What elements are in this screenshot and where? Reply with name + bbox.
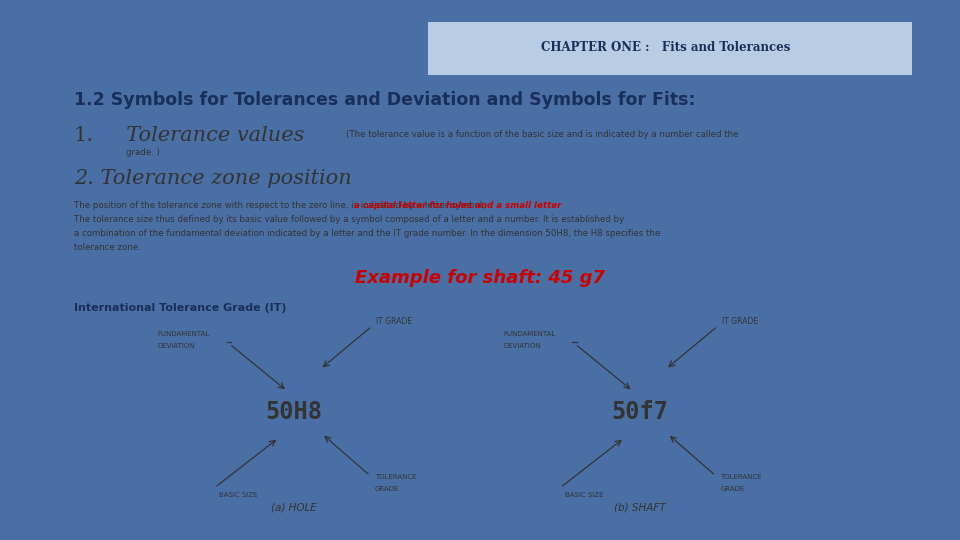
Text: 2. Tolerance zone position: 2. Tolerance zone position	[74, 170, 351, 188]
Text: BASIC SIZE: BASIC SIZE	[219, 492, 257, 498]
Text: FUNDAMENTAL: FUNDAMENTAL	[157, 331, 210, 337]
Text: DEVIATION: DEVIATION	[157, 343, 195, 349]
Text: International Tolerance Grade (IT): International Tolerance Grade (IT)	[74, 303, 286, 313]
Text: 1.: 1.	[74, 126, 94, 145]
Text: Example for shaft: 45 g7: Example for shaft: 45 g7	[355, 269, 605, 287]
Text: TOLERANCE: TOLERANCE	[374, 475, 416, 481]
Text: IT GRADE: IT GRADE	[376, 316, 413, 326]
Text: (The tolerance value is a function of the basic size and is indicated by a numbe: (The tolerance value is a function of th…	[347, 130, 738, 139]
FancyBboxPatch shape	[428, 22, 912, 75]
Text: 1.2 Symbols for Tolerances and Deviation and Symbols for Fits:: 1.2 Symbols for Tolerances and Deviation…	[74, 91, 696, 109]
Text: The position of the tolerance zone with respect to the zero line, is indicated b: The position of the tolerance zone with …	[74, 201, 488, 210]
Text: tolerance zone.: tolerance zone.	[74, 244, 141, 253]
Text: CHAPTER ONE :   Fits and Tolerances: CHAPTER ONE : Fits and Tolerances	[541, 42, 790, 55]
Text: grade. ): grade. )	[126, 147, 159, 157]
Text: Tolerance values: Tolerance values	[113, 126, 304, 145]
Text: (a) HOLE: (a) HOLE	[272, 503, 317, 513]
Text: 50f7: 50f7	[612, 401, 668, 424]
Text: a capital letter for holes and a small letter: a capital letter for holes and a small l…	[354, 201, 562, 210]
Text: BASIC SIZE: BASIC SIZE	[564, 492, 603, 498]
Text: 50H8: 50H8	[266, 401, 323, 424]
Text: GRADE: GRADE	[720, 485, 744, 491]
Text: IT GRADE: IT GRADE	[722, 316, 758, 326]
Text: FUNDAMENTAL: FUNDAMENTAL	[503, 331, 556, 337]
Text: DEVIATION: DEVIATION	[503, 343, 540, 349]
Text: GRADE: GRADE	[374, 485, 398, 491]
Text: TOLERANCE: TOLERANCE	[720, 475, 761, 481]
Text: a combination of the fundamental deviation indicated by a letter and the IT grad: a combination of the fundamental deviati…	[74, 230, 660, 238]
Text: (b) SHAFT: (b) SHAFT	[614, 503, 665, 513]
Text: The tolerance size thus defined by its basic value followed by a symbol composed: The tolerance size thus defined by its b…	[74, 215, 624, 224]
